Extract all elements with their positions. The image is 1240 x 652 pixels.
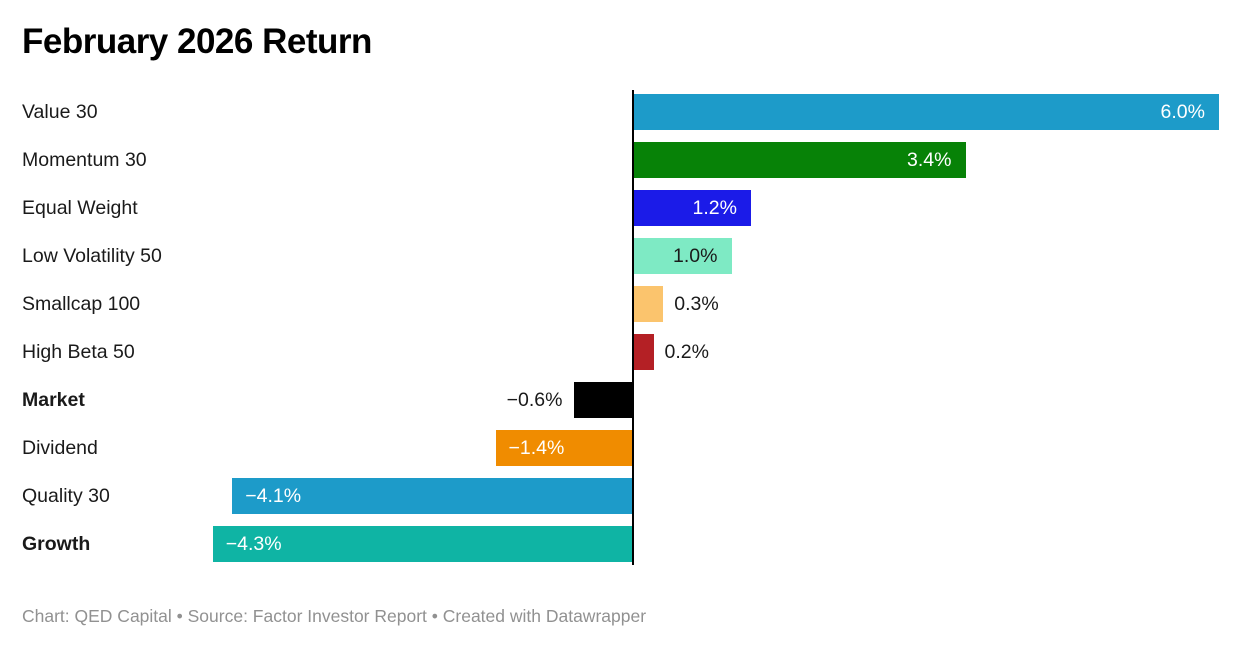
value-label-smallcap-100: 0.3% (674, 293, 719, 315)
value-label-quality-30: −4.1% (245, 485, 302, 507)
category-label-market: Market (22, 389, 85, 411)
bar-momentum-30 (634, 142, 966, 178)
category-label-high-beta-50: High Beta 50 (22, 341, 135, 363)
value-label-momentum-30: 3.4% (907, 149, 952, 171)
category-label-value-30: Value 30 (22, 101, 98, 123)
bar-smallcap-100 (634, 286, 664, 322)
category-label-low-volatility-50: Low Volatility 50 (22, 245, 162, 267)
value-label-equal-weight: 1.2% (692, 197, 737, 219)
value-label-dividend: −1.4% (508, 437, 565, 459)
zero-axis-line (632, 90, 634, 565)
category-label-growth: Growth (22, 533, 91, 555)
value-label-growth: −4.3% (225, 533, 282, 555)
bar-dividend (495, 430, 632, 466)
category-label-dividend: Dividend (22, 437, 98, 459)
bar-value-30 (634, 94, 1219, 130)
category-label-momentum-30: Momentum 30 (22, 149, 147, 171)
bar-market (573, 382, 632, 418)
value-label-high-beta-50: 0.2% (664, 341, 709, 363)
category-label-quality-30: Quality 30 (22, 485, 110, 507)
chart-title: February 2026 Return (22, 22, 372, 61)
value-label-market: −0.6% (506, 389, 563, 411)
bar-quality-30 (232, 478, 632, 514)
category-label-smallcap-100: Smallcap 100 (22, 293, 141, 315)
chart-footer: Chart: QED Capital • Source: Factor Inve… (22, 606, 647, 626)
bar-equal-weight (634, 190, 751, 226)
value-label-low-volatility-50: 1.0% (673, 245, 718, 267)
value-label-value-30: 6.0% (1160, 101, 1205, 123)
category-label-equal-weight: Equal Weight (22, 197, 138, 219)
bar-growth (212, 526, 632, 562)
bar-high-beta-50 (634, 334, 654, 370)
bar-low-volatility-50 (634, 238, 732, 274)
